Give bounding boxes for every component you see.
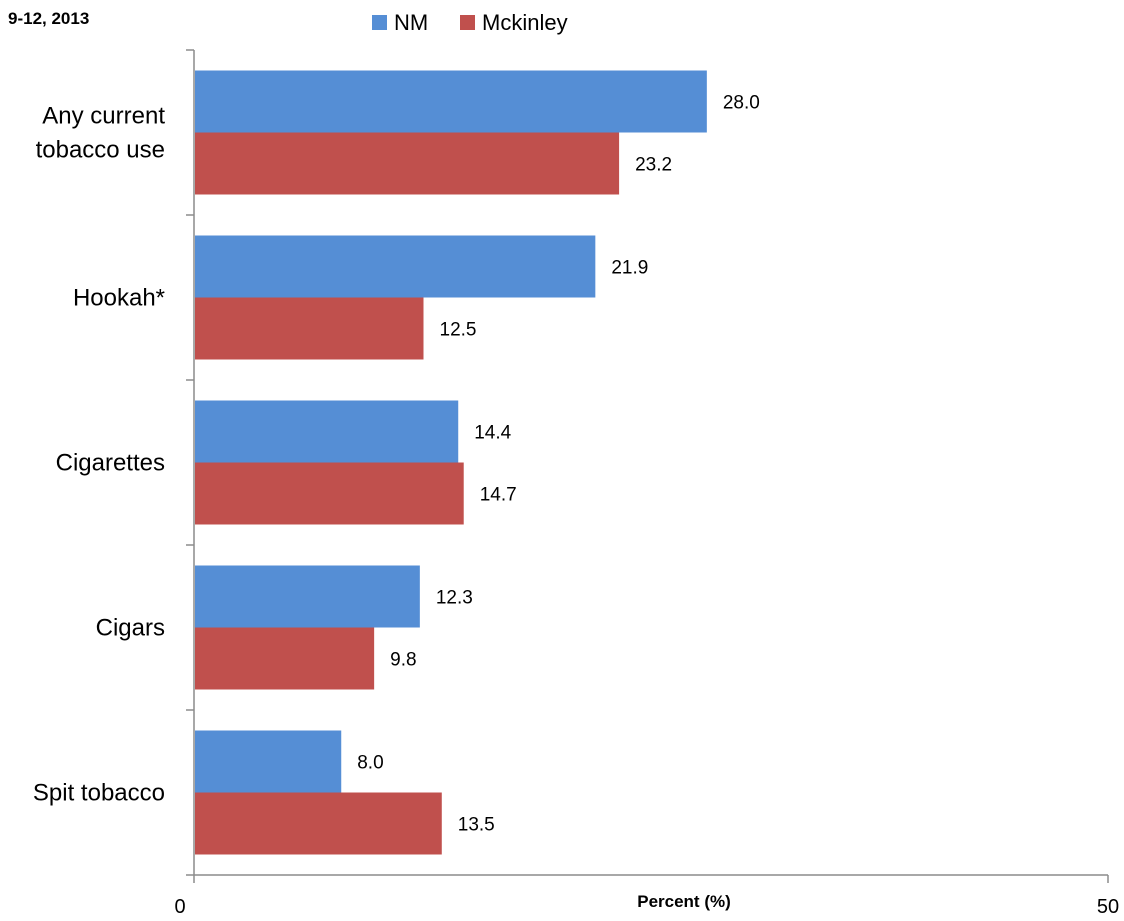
bar-mckinley-2 (195, 462, 464, 525)
data-label: 21.9 (611, 258, 648, 279)
axes: 0 50 (174, 49, 1119, 918)
bar-nm-2 (195, 400, 459, 463)
category-labels: Any current tobacco use Hookah* Cigarettes C… (33, 103, 165, 807)
bars: 28.0 23.2 21.9 12.5 14.4 14.7 12.3 9.8 8.0 13.5 (195, 70, 760, 855)
bar-nm-3 (195, 565, 420, 628)
category-label: Spit tobacco (33, 780, 165, 807)
data-label: 14.4 (474, 423, 511, 444)
x-tick-label: 50 (1097, 896, 1119, 918)
category-label: Any current (42, 103, 165, 130)
bar-mckinley-4 (195, 792, 442, 855)
category-label: Cigars (96, 615, 165, 642)
data-label: 14.7 (480, 485, 517, 506)
data-label: 23.2 (635, 155, 672, 176)
data-label: 13.5 (458, 815, 495, 836)
data-label: 12.5 (440, 320, 477, 341)
category-label: Hookah* (73, 285, 165, 312)
x-axis-label: Percent (%) (637, 892, 731, 911)
legend-label: NM (394, 10, 428, 35)
data-label: 28.0 (723, 93, 760, 114)
data-label: 12.3 (436, 588, 473, 609)
x-tick-label: 0 (174, 896, 185, 918)
category-label: tobacco use (36, 137, 165, 164)
legend-swatch-mckinley (460, 15, 475, 30)
data-label: 8.0 (357, 753, 383, 774)
bar-nm-4 (195, 730, 342, 793)
legend-swatch-nm (372, 15, 387, 30)
category-label: Cigarettes (56, 450, 165, 477)
bar-mckinley-3 (195, 627, 375, 690)
bar-nm-1 (195, 235, 596, 298)
legend: NM Mckinley (372, 10, 568, 35)
data-label: 9.8 (390, 650, 416, 671)
bar-mckinley-0 (195, 132, 620, 195)
bar-mckinley-1 (195, 297, 424, 360)
legend-label: Mckinley (482, 10, 568, 35)
bar-nm-0 (195, 70, 707, 133)
chart-title: 9-12, 2013 (8, 9, 89, 28)
